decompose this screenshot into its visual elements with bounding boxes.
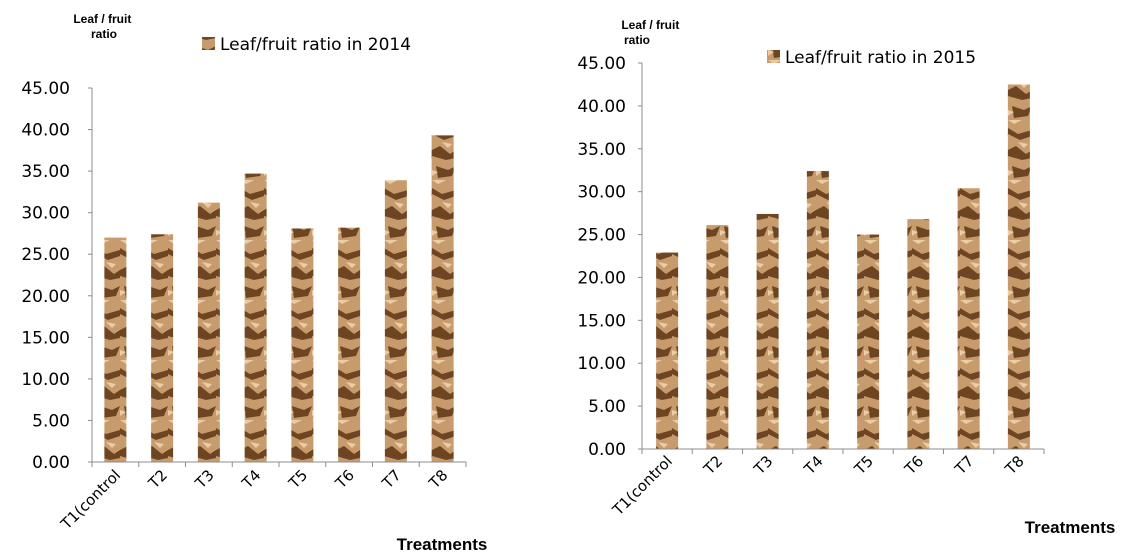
y-tick-label: 40.00	[577, 97, 626, 117]
category-label: T6	[901, 452, 928, 479]
legend-swatch	[202, 37, 215, 50]
bar-t2	[151, 234, 174, 462]
y-axis-label: Leaf / fruit ratio	[73, 12, 134, 41]
y-tick-label: 25.00	[577, 226, 626, 246]
category-label: T3	[750, 452, 777, 479]
y-tick-label: 20.00	[21, 287, 70, 307]
bar-t3	[756, 213, 779, 449]
x-tick-marks	[638, 62, 1045, 454]
y-tick-label: 20.00	[577, 268, 626, 288]
bar-t1-control	[104, 237, 127, 462]
bars	[656, 84, 1030, 450]
y-tick-labels: 0.00 5.00 10.00 15.00 20.00 25.00 30.00 35.00 40…	[21, 79, 70, 473]
chart-2015: Leaf / fruit ratio Leaf/fruit ratio in 2…	[577, 18, 1115, 537]
x-axis-label: Treatments	[397, 535, 488, 554]
category-label: T7	[951, 452, 978, 479]
y-axis-label-line2: ratio	[91, 27, 117, 41]
y-tick-label: 35.00	[21, 162, 70, 182]
category-label: T5	[850, 452, 877, 479]
x-tick-marks	[88, 87, 467, 467]
y-tick-label: 0.00	[32, 453, 70, 473]
y-tick-label: 10.00	[577, 354, 626, 374]
y-axis-label-line2: ratio	[624, 33, 650, 47]
y-axis-label-line1: Leaf / fruit	[621, 18, 679, 32]
y-tick-labels: 0.00 5.00 10.00 15.00 20.00 25.00 30.00 35.00 40…	[577, 54, 626, 460]
bar-t2	[706, 225, 729, 449]
category-label: T3	[191, 466, 218, 493]
bar-t3	[197, 202, 220, 462]
y-tick-label: 15.00	[21, 328, 70, 348]
y-tick-label: 5.00	[32, 411, 70, 431]
category-label: T4	[238, 466, 265, 493]
category-label: T2	[700, 452, 727, 479]
category-label: T7	[378, 466, 405, 493]
x-axis-label: Treatments	[1025, 518, 1116, 537]
y-tick-label: 25.00	[21, 245, 70, 265]
category-label: T2	[144, 466, 171, 493]
bar-t7	[957, 188, 980, 450]
chart-2014: Leaf / fruit ratio Leaf/fruit ratio in 2…	[21, 12, 487, 554]
bar-t6	[907, 219, 930, 449]
y-tick-label: 10.00	[21, 370, 70, 390]
y-tick-label: 40.00	[21, 121, 70, 141]
bar-t8	[1007, 84, 1030, 449]
category-label: T1(control	[57, 466, 125, 534]
bar-t7	[384, 180, 407, 462]
category-labels: T1(control T2 T3 T4 T5 T6 T7 T8	[608, 452, 1027, 520]
y-axis-label: Leaf / fruit ratio	[621, 18, 682, 47]
bars	[104, 135, 454, 463]
bar-t5	[291, 228, 314, 462]
bar-t6	[338, 227, 361, 462]
y-tick-label: 35.00	[577, 140, 626, 160]
y-tick-label: 15.00	[577, 311, 626, 331]
legend-label: Leaf/fruit ratio in 2015	[785, 48, 976, 68]
category-label: T8	[1001, 452, 1028, 479]
category-label: T6	[331, 466, 358, 493]
y-tick-label: 0.00	[588, 440, 626, 460]
y-tick-label: 5.00	[588, 397, 626, 417]
y-tick-label: 30.00	[577, 183, 626, 203]
y-tick-label: 30.00	[21, 204, 70, 224]
legend-label: Leaf/fruit ratio in 2014	[220, 35, 411, 55]
y-tick-label: 45.00	[577, 54, 626, 74]
legend-swatch	[767, 50, 780, 63]
category-label: T5	[285, 466, 312, 493]
bar-t5	[857, 234, 880, 449]
bar-t4	[244, 173, 267, 463]
bar-t8	[431, 135, 454, 462]
category-label: T4	[800, 452, 827, 479]
category-label: T8	[425, 466, 452, 493]
bar-t1-control	[656, 252, 679, 449]
legend: Leaf/fruit ratio in 2015	[767, 48, 976, 68]
category-label: T1(control	[608, 452, 676, 520]
legend: Leaf/fruit ratio in 2014	[202, 35, 411, 55]
y-axis-label-line1: Leaf / fruit	[73, 12, 131, 26]
category-labels: T1(control T2 T3 T4 T5 T6 T7 T8	[57, 466, 452, 534]
y-tick-label: 45.00	[21, 79, 70, 99]
bar-t4	[806, 171, 829, 449]
